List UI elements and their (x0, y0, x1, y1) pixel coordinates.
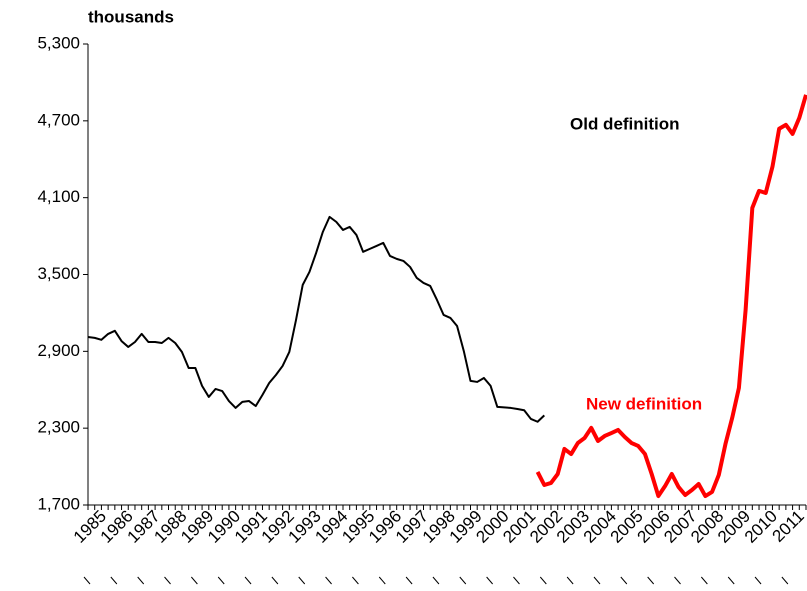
y-tick-label: 5,300 (37, 33, 80, 52)
series-line (535, 94, 807, 499)
x-tick-slash (593, 576, 601, 585)
x-tick-slash (700, 576, 708, 585)
y-tick-label: 1,700 (37, 494, 80, 513)
x-tick-slash (217, 576, 225, 585)
x-tick-slash (566, 576, 574, 585)
x-tick-slash (432, 576, 440, 585)
x-tick-slash (459, 576, 467, 585)
x-tick-slash (137, 576, 145, 585)
x-tick-slash (647, 576, 655, 585)
x-tick-slash (378, 576, 386, 585)
y-tick-label: 2,900 (37, 341, 80, 360)
y-tick-label: 2,300 (37, 418, 80, 437)
x-tick-slash (271, 576, 279, 585)
y-tick-label: 4,700 (37, 110, 80, 129)
series-label: Old definition (570, 114, 680, 133)
x-tick-slash (486, 576, 493, 585)
x-tick-slash (83, 576, 91, 585)
x-tick-slash (110, 576, 118, 585)
y-tick-label: 3,500 (37, 264, 80, 283)
x-tick-slash (727, 576, 735, 585)
x-tick-slash (244, 576, 252, 585)
x-tick-slash (352, 576, 359, 585)
series-line (87, 215, 545, 423)
x-tick-slash (781, 576, 789, 585)
x-tick-slash (405, 576, 413, 585)
x-tick-label: 2011 (769, 507, 807, 546)
y-axis-label: thousands (88, 7, 174, 26)
y-tick-label: 4,100 (37, 187, 80, 206)
x-tick-slash (190, 576, 198, 585)
x-tick-slash (513, 576, 520, 585)
x-tick-slash (164, 576, 171, 585)
x-tick-slash (539, 576, 547, 585)
series-label: New definition (586, 394, 702, 413)
x-tick-slash (674, 576, 681, 585)
x-tick-slash (298, 576, 306, 585)
x-tick-slash (754, 576, 762, 585)
x-tick-slash (325, 576, 332, 585)
x-tick-slash (620, 576, 628, 585)
